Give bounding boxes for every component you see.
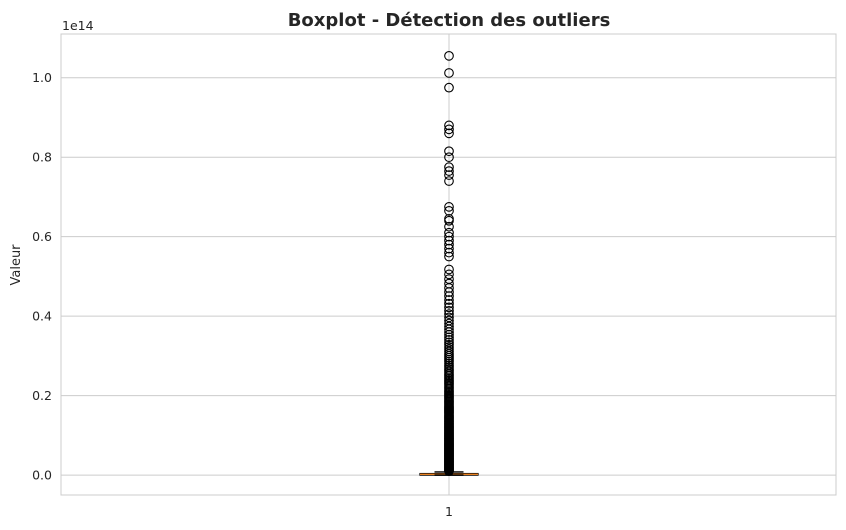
outlier-point — [444, 239, 454, 250]
outlier-point — [444, 170, 454, 180]
outlier-point — [444, 68, 454, 78]
outlier-point — [444, 51, 454, 61]
outlier-point — [444, 264, 454, 275]
outlier-point — [444, 269, 454, 280]
y-tick-label: 0.6 — [32, 229, 52, 244]
outlier-point — [444, 166, 454, 176]
outlier-point — [444, 120, 454, 131]
outlier-point — [444, 278, 454, 289]
outlier-point — [444, 215, 454, 226]
outlier-point — [444, 235, 454, 246]
chart-title: Boxplot - Détection des outliers — [288, 10, 611, 31]
outlier-point — [444, 318, 454, 329]
outlier-point — [444, 221, 454, 232]
outlier-point — [444, 162, 454, 172]
y-tick-label: 0.4 — [32, 309, 52, 324]
outlier-point — [444, 227, 454, 238]
y-tick-labels: 0.0 0.2 0.4 0.6 0.8 1.0 — [32, 70, 52, 482]
outlier-point — [444, 305, 454, 316]
y-tick-label: 0.0 — [32, 468, 52, 483]
outlier-point — [444, 309, 454, 319]
outlier-point — [444, 302, 454, 313]
x-tick-labels: 1 — [445, 504, 453, 519]
outlier-point — [444, 82, 454, 93]
outlier-point — [444, 247, 454, 258]
plot-frame — [60, 33, 837, 496]
outlier-point — [444, 152, 454, 163]
y-tick-label: 0.8 — [32, 150, 52, 165]
y-scale-offset-label: 1e14 — [62, 18, 94, 33]
outlier-point — [444, 202, 454, 212]
outlier-point — [444, 342, 454, 352]
outlier-point — [444, 205, 454, 216]
outlier-point — [444, 251, 454, 262]
outlier-point — [444, 124, 454, 135]
outlier-point — [444, 312, 454, 323]
outlier-point — [444, 128, 454, 139]
outlier-point — [444, 295, 454, 305]
outlier-point — [444, 335, 454, 345]
y-tick-label: 0.2 — [32, 388, 52, 403]
outlier-point — [444, 315, 454, 326]
outlier-point — [444, 243, 454, 254]
outlier-points — [444, 51, 454, 477]
outlier-point — [444, 231, 454, 242]
outlier-point — [444, 274, 454, 284]
outlier-point — [444, 344, 454, 355]
outlier-point — [444, 337, 454, 348]
x-tick-label: 1 — [445, 504, 453, 519]
outlier-point — [444, 176, 454, 186]
outlier-point — [444, 298, 454, 309]
outlier-point — [444, 146, 454, 157]
outlier-point — [444, 332, 454, 343]
y-axis-label: Valeur — [9, 244, 24, 286]
outlier-point — [444, 339, 454, 350]
y-tick-label: 1.0 — [32, 70, 52, 85]
